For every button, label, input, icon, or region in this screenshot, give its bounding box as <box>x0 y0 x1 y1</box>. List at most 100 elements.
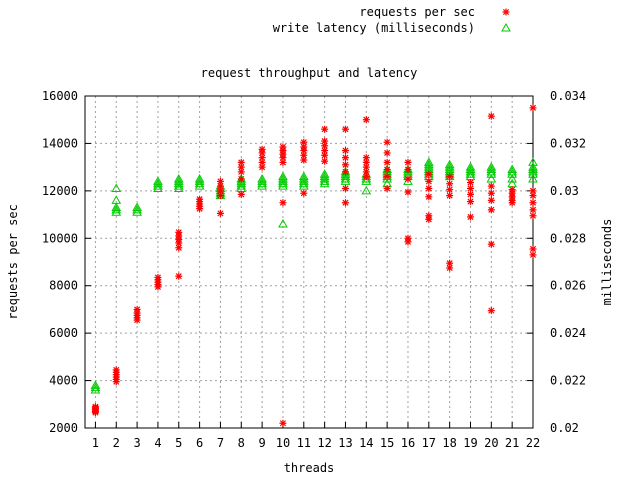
point-latency <box>319 176 330 185</box>
x-tick-label: 20 <box>484 436 498 450</box>
point-requests <box>529 251 537 259</box>
point-requests <box>529 206 537 214</box>
point-latency <box>465 164 476 174</box>
point-latency <box>153 181 163 190</box>
point-latency <box>486 164 497 174</box>
point-latency <box>486 169 497 178</box>
point-requests <box>466 198 474 206</box>
point-requests <box>362 116 370 124</box>
x-tick-label: 8 <box>238 436 245 450</box>
point-requests <box>529 187 537 195</box>
point-requests <box>425 212 433 220</box>
y2-tick-label: 0.028 <box>550 231 586 245</box>
point-latency <box>486 166 497 176</box>
point-requests <box>362 154 370 162</box>
x-tick-label: 14 <box>359 436 373 450</box>
point-requests <box>425 170 433 178</box>
point-latency <box>278 173 288 183</box>
point-requests <box>237 175 245 183</box>
point-requests <box>466 190 474 198</box>
point-requests <box>362 163 370 171</box>
point-requests <box>425 193 433 201</box>
y-tick-label: 8000 <box>49 279 78 293</box>
x-tick-label: 18 <box>442 436 456 450</box>
x-tick-label: 4 <box>154 436 161 450</box>
x-tick-label: 22 <box>526 436 540 450</box>
x-tick-label: 9 <box>258 436 265 450</box>
y2-axis: 0.02 0.022 0.024 0.026 0.028 0.03 0.032 0.034 <box>527 89 586 435</box>
grid <box>85 96 533 428</box>
point-requests <box>341 184 349 192</box>
y2-tick-label: 0.032 <box>550 136 586 150</box>
point-requests <box>300 143 308 151</box>
point-requests <box>341 161 349 169</box>
point-requests <box>466 184 474 192</box>
point-latency <box>298 173 309 183</box>
x-axis-label: threads <box>284 461 335 475</box>
point-latency <box>111 183 122 192</box>
point-latency <box>507 173 518 183</box>
point-requests <box>321 125 329 133</box>
point-requests <box>91 403 99 411</box>
point-latency <box>194 173 205 183</box>
legend: requests per sec write latency (millisec… <box>273 5 511 35</box>
point-latency <box>465 166 476 176</box>
point-requests <box>133 305 141 313</box>
point-latency <box>319 178 330 188</box>
x-tick-label: 7 <box>217 436 224 450</box>
legend-label-requests: requests per sec <box>359 5 475 19</box>
point-latency <box>173 181 184 190</box>
x-tick-label: 5 <box>175 436 182 450</box>
point-latency <box>507 169 518 178</box>
point-latency <box>501 22 511 32</box>
point-latency <box>111 195 122 204</box>
point-latency <box>236 178 247 188</box>
y2-tick-label: 0.026 <box>550 279 586 293</box>
point-requests <box>279 143 287 151</box>
point-requests <box>487 182 495 190</box>
point-latency <box>236 181 247 190</box>
point-requests <box>258 145 266 153</box>
y2-tick-label: 0.022 <box>550 374 586 388</box>
y-tick-label: 6000 <box>49 326 78 340</box>
point-requests <box>237 158 245 166</box>
y-tick-label: 2000 <box>49 421 78 435</box>
point-latency <box>90 385 101 394</box>
point-requests <box>237 190 245 198</box>
point-requests <box>279 199 287 207</box>
point-latency <box>507 166 518 176</box>
point-requests <box>404 234 412 242</box>
point-latency <box>444 164 455 174</box>
point-latency <box>361 185 372 195</box>
point-latency <box>486 173 497 183</box>
point-requests <box>216 192 224 200</box>
point-requests <box>279 419 287 427</box>
x-tick-label: 6 <box>196 436 203 450</box>
point-latency <box>90 382 101 392</box>
point-requests <box>425 177 433 185</box>
y-tick-label: 4000 <box>49 374 78 388</box>
point-requests <box>383 166 391 174</box>
x-tick-label: 10 <box>276 436 290 450</box>
point-requests <box>487 196 495 204</box>
point-latency <box>528 166 538 176</box>
point-requests <box>341 125 349 133</box>
point-latency <box>465 162 476 171</box>
x-tick-label: 19 <box>463 436 477 450</box>
point-latency <box>319 173 330 183</box>
point-requests <box>383 184 391 192</box>
point-requests <box>487 189 495 197</box>
point-requests <box>300 138 308 146</box>
point-latency <box>257 178 267 188</box>
y2-tick-label: 0.024 <box>550 326 586 340</box>
point-requests <box>529 212 537 220</box>
point-latency <box>153 178 163 188</box>
point-requests <box>529 192 537 200</box>
chart-title: request throughput and latency <box>201 66 418 80</box>
point-latency <box>111 204 122 214</box>
point-latency <box>111 207 122 216</box>
point-requests <box>237 163 245 171</box>
point-latency <box>507 164 518 174</box>
x-tick-label: 15 <box>380 436 394 450</box>
